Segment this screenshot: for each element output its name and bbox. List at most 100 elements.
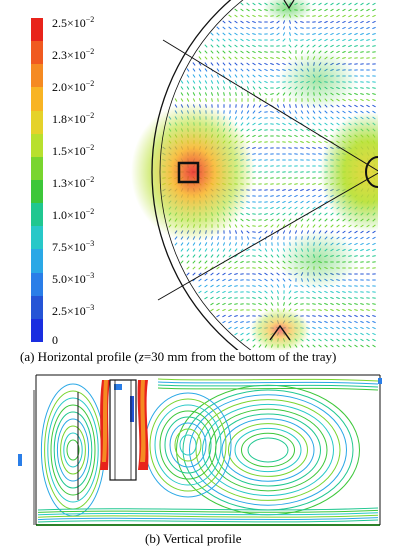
velocity-vector: [276, 224, 280, 228]
velocity-vector: [312, 15, 316, 17]
velocity-vector: [282, 230, 286, 234]
velocity-vector: [246, 242, 250, 246]
velocity-vector: [372, 45, 376, 47]
velocity-vector: [294, 212, 298, 216]
velocity-vector: [258, 278, 262, 282]
velocity-vector: [252, 104, 256, 108]
velocity-vector: [252, 116, 256, 120]
velocity-vector: [336, 38, 340, 42]
velocity-vector: [372, 236, 376, 240]
velocity-vector: [252, 285, 256, 287]
velocity-vector: [366, 87, 370, 89]
velocity-vector: [222, 20, 226, 24]
velocity-vector: [276, 62, 280, 66]
velocity-vector: [216, 62, 220, 66]
velocity-vector: [264, 68, 268, 72]
velocity-vector: [276, 92, 280, 96]
velocity-vector: [288, 189, 292, 191]
velocity-vector: [258, 290, 262, 294]
velocity-vector: [186, 86, 190, 90]
velocity-vector: [312, 177, 316, 179]
velocity-vector: [276, 177, 280, 179]
velocity-vector: [276, 38, 280, 42]
velocity-vector: [216, 254, 220, 258]
velocity-vector: [270, 183, 274, 185]
velocity-vector: [252, 68, 256, 72]
velocity-vector: [228, 284, 232, 288]
velocity-vector: [234, 80, 238, 84]
velocity-vector: [330, 110, 334, 114]
velocity-vector: [306, 38, 310, 42]
velocity-vector: [300, 21, 304, 23]
velocity-vector: [192, 80, 196, 84]
velocity-vector: [204, 68, 208, 72]
velocity-vector: [258, 104, 262, 108]
velocity-vector: [330, 314, 334, 318]
velocity-vector: [348, 308, 352, 312]
streamline: [37, 512, 379, 516]
velocity-vector: [348, 2, 352, 6]
velocity-vector: [240, 326, 244, 330]
colorbar-band: [31, 156, 43, 181]
velocity-vector: [360, 326, 364, 330]
velocity-vector: [223, 236, 225, 240]
velocity-vector: [330, 224, 334, 228]
velocity-vector: [372, 309, 376, 311]
velocity-vector: [258, 45, 262, 47]
velocity-vector: [198, 86, 202, 90]
velocity-vector: [366, 314, 370, 318]
velocity-vector: [258, 2, 262, 6]
velocity-vector: [318, 338, 322, 342]
velocity-vector: [204, 80, 208, 84]
velocity-vector: [192, 68, 196, 72]
velocity-vector: [348, 38, 352, 42]
velocity-vector: [222, 284, 226, 288]
velocity-vector: [216, 296, 220, 300]
velocity-vector: [270, 117, 274, 119]
velocity-vector: [294, 188, 298, 192]
velocity-vector: [228, 326, 232, 330]
velocity-vector: [258, 128, 262, 132]
velocity-vector: [276, 189, 280, 191]
velocity-vector: [300, 110, 304, 114]
velocity-vector: [348, 230, 352, 234]
velocity-vector: [366, 104, 370, 108]
velocity-vector: [270, 111, 274, 113]
velocity-vector: [300, 147, 304, 149]
velocity-vector: [366, 261, 370, 263]
velocity-vector: [258, 92, 262, 96]
velocity-vector: [288, 141, 292, 143]
velocity-vector: [318, 147, 322, 149]
velocity-vector: [312, 297, 316, 299]
velocity-vector: [276, 248, 280, 252]
velocity-vector: [312, 218, 316, 222]
velocity-vector: [234, 273, 238, 275]
velocity-vector: [216, 248, 220, 252]
velocity-vector: [312, 183, 316, 185]
velocity-vector: [211, 98, 213, 102]
velocity-vector: [270, 266, 274, 270]
velocity-vector: [360, 255, 364, 257]
velocity-vector: [270, 206, 274, 210]
velocity-vector: [312, 147, 316, 149]
velocity-vector: [258, 230, 262, 234]
velocity-vector: [312, 27, 316, 29]
velocity-vector: [246, 230, 250, 234]
velocity-vector: [228, 291, 232, 293]
velocity-vector: [240, 8, 244, 12]
velocity-vector: [258, 308, 262, 312]
velocity-vector: [204, 44, 208, 48]
streamline: [157, 378, 379, 382]
velocity-vector: [252, 20, 256, 24]
velocity-vector: [354, 230, 358, 234]
velocity-vector: [372, 315, 376, 317]
velocity-vector: [294, 291, 298, 293]
velocity-vector: [240, 116, 244, 120]
velocity-vector: [192, 254, 196, 258]
velocity-vector: [324, 38, 328, 42]
velocity-vector: [270, 62, 274, 66]
velocity-vector: [372, 320, 376, 324]
velocity-vector: [198, 56, 202, 60]
velocity-vector: [324, 128, 328, 132]
velocity-vector: [318, 32, 322, 36]
